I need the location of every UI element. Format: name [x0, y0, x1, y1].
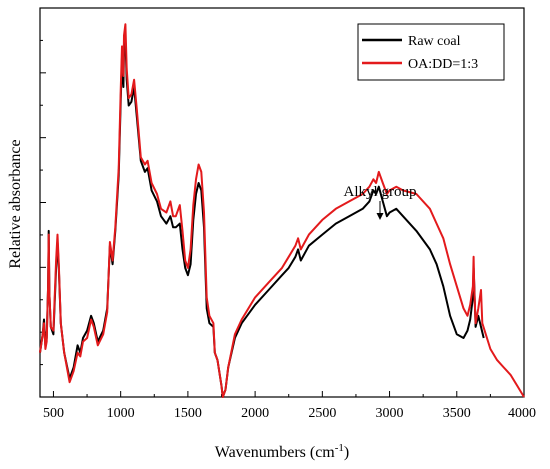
x-axis-title-sup: -1	[335, 442, 344, 454]
y-axis-title: Relative absorbance	[7, 139, 24, 268]
x-tick-label: 500	[43, 406, 64, 421]
x-tick-label: 3000	[376, 406, 404, 421]
x-tick-label: 3500	[443, 406, 471, 421]
legend-label-raw-coal: Raw coal	[408, 34, 461, 49]
series-line-raw-coal	[39, 38, 485, 398]
legend: Raw coal OA:DD=1:3	[357, 23, 505, 81]
x-tick-label: 2500	[308, 406, 336, 421]
annotation-label: Alkyl group	[344, 184, 417, 200]
x-axis-ticks: 500 1000 1500 2000 2500 3000 3500 4000	[43, 391, 536, 421]
series-line-oa-dd	[39, 23, 525, 398]
x-tick-label: 4000	[508, 406, 536, 421]
x-axis-title-end: )	[344, 444, 349, 461]
legend-box	[357, 23, 505, 81]
x-axis-title-main: Wavenumbers (cm	[215, 444, 336, 461]
x-tick-label: 1000	[107, 406, 135, 421]
x-axis-title: Wavenumbers (cm-1)	[215, 442, 350, 461]
x-tick-label: 2000	[241, 406, 269, 421]
x-tick-label: 1500	[174, 406, 202, 421]
annotation-arrow-head	[376, 213, 384, 220]
legend-label-oa-dd: OA:DD=1:3	[408, 57, 478, 72]
series-layer	[39, 23, 525, 398]
annotation: Alkyl group	[344, 184, 417, 220]
y-axis-ticks	[40, 39, 46, 366]
